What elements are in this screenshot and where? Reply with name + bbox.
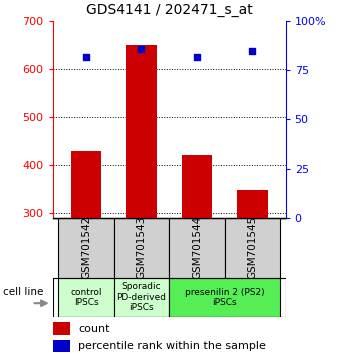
Text: Sporadic
PD-derived
iPSCs: Sporadic PD-derived iPSCs <box>116 282 166 312</box>
Bar <box>53 340 70 352</box>
Text: count: count <box>78 324 110 333</box>
Text: GSM701542: GSM701542 <box>81 216 91 279</box>
Bar <box>169 218 225 278</box>
Bar <box>169 278 280 317</box>
Text: cell line: cell line <box>3 286 44 297</box>
Point <box>83 54 89 59</box>
Bar <box>114 278 169 317</box>
Bar <box>182 155 212 218</box>
Text: GSM701545: GSM701545 <box>247 216 257 279</box>
Bar <box>53 322 70 335</box>
Bar <box>58 278 114 317</box>
Point <box>250 48 255 53</box>
Bar <box>225 218 280 278</box>
Text: GSM701543: GSM701543 <box>136 216 147 279</box>
Text: control
IPSCs: control IPSCs <box>70 288 102 307</box>
Bar <box>114 218 169 278</box>
Point <box>139 46 144 52</box>
Text: presenilin 2 (PS2)
iPSCs: presenilin 2 (PS2) iPSCs <box>185 288 265 307</box>
Bar <box>71 150 101 218</box>
Title: GDS4141 / 202471_s_at: GDS4141 / 202471_s_at <box>86 4 253 17</box>
Bar <box>58 218 114 278</box>
Bar <box>126 45 157 218</box>
Text: GSM701544: GSM701544 <box>192 216 202 279</box>
Text: percentile rank within the sample: percentile rank within the sample <box>78 341 266 351</box>
Point <box>194 54 200 59</box>
Bar <box>237 190 268 218</box>
